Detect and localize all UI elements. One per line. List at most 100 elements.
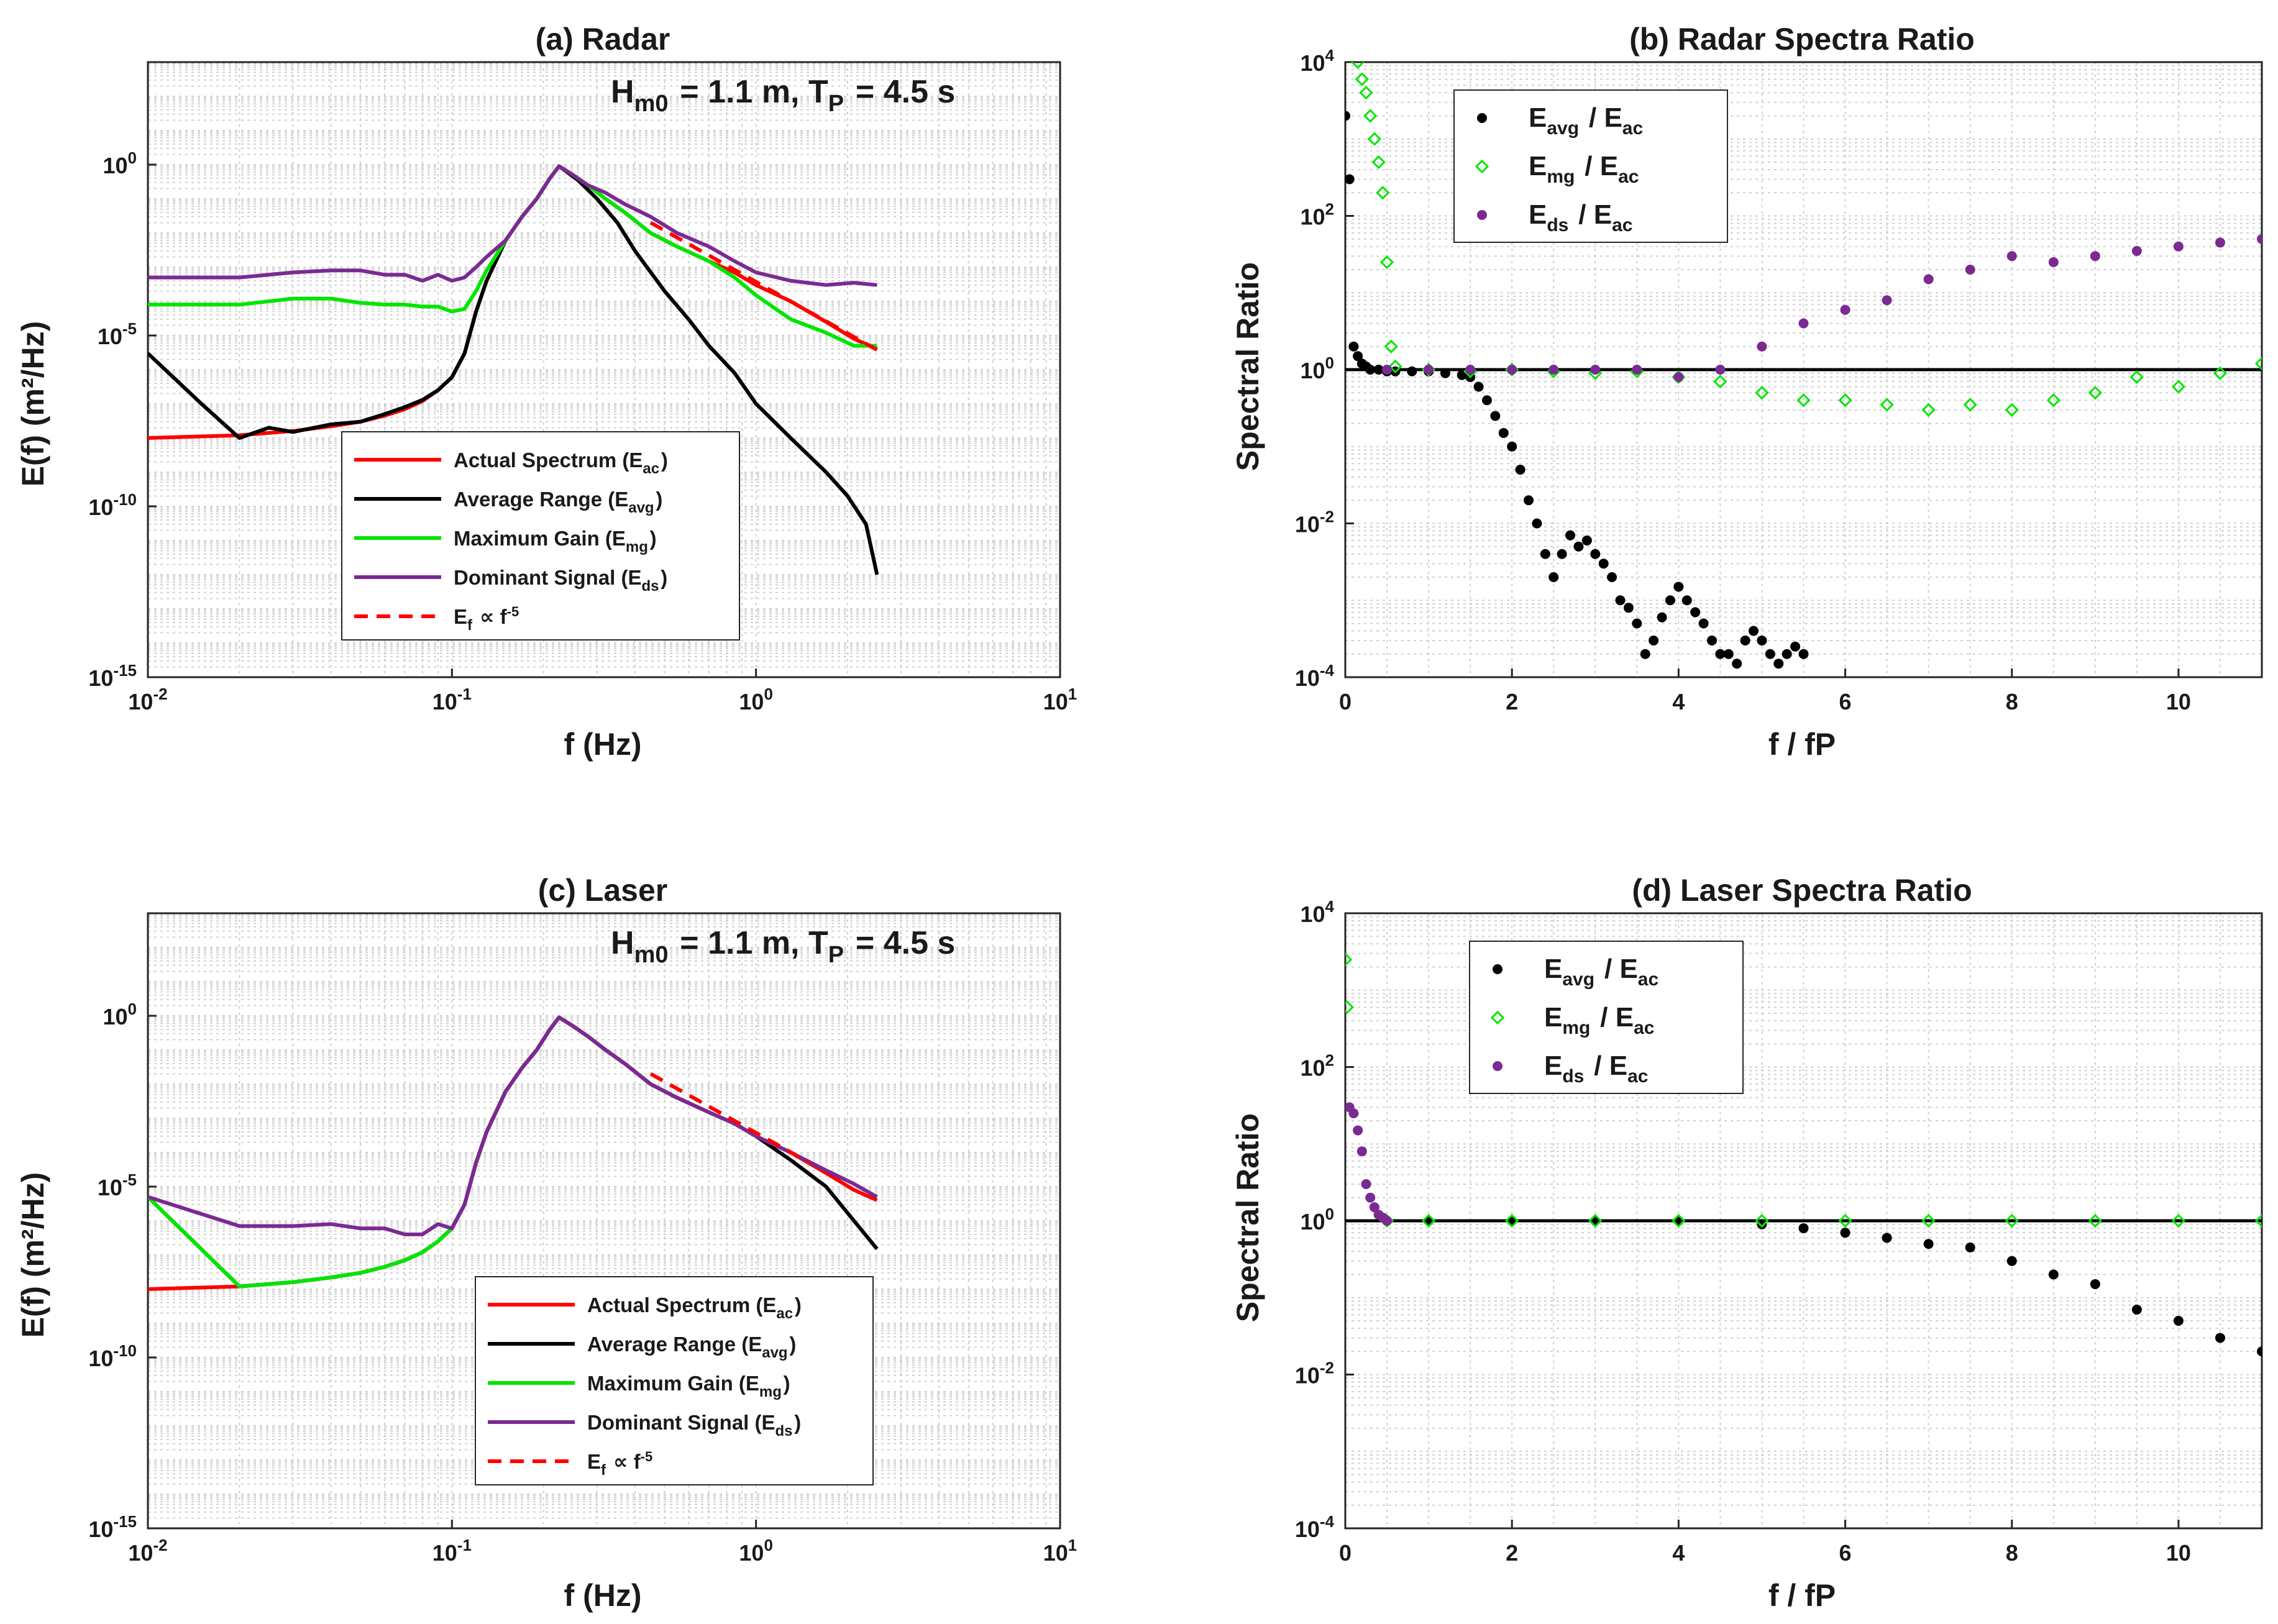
legend-box: [1469, 941, 1744, 1094]
y-tick-label: 10-10: [88, 490, 137, 520]
plot-d: 0 2 4 6 8 10 10-4 10-2 100 102 104 Eavg / Eac Emg /…: [1295, 897, 2263, 1566]
data-point: [1921, 1213, 1936, 1228]
data-point: [1649, 635, 1659, 645]
data-point: [1548, 572, 1559, 582]
data-point: [1355, 72, 1369, 86]
data-point: [2215, 1333, 2225, 1343]
data-point: [1965, 1242, 1975, 1252]
y-tick-label: 10-15: [88, 1512, 137, 1542]
y-tick-label: 100: [1300, 1205, 1334, 1234]
data-point: [1382, 365, 1393, 375]
data-point: [1369, 1202, 1379, 1213]
data-point: [1367, 132, 1382, 146]
data-point: [1923, 274, 1934, 285]
y-axis-label: Spectral Ratio: [1230, 1113, 1265, 1322]
legend-swatch: [1490, 1010, 1505, 1025]
ticks: 0 2 4 6 8 10 10-4 10-2 100 102 104: [1295, 46, 2191, 714]
data-point: [1457, 370, 1467, 380]
y-tick-label: 10-15: [88, 661, 137, 691]
data-point: [2173, 241, 2184, 252]
legend: Eavg / Eac Emg / Eac Eds / Eac: [1453, 89, 1728, 243]
y-tick-label: 10-4: [1295, 1512, 1335, 1542]
x-tick-label: 2: [1506, 1540, 1518, 1566]
data-point: [1345, 952, 1353, 967]
chart-title: (b) Radar Spectra Ratio: [1629, 22, 1975, 57]
x-tick-label: 100: [739, 685, 773, 714]
y-tick-label: 10-4: [1295, 661, 1335, 691]
data-point: [1440, 368, 1450, 378]
data-point: [1498, 427, 1509, 438]
data-point: [1732, 659, 1742, 669]
data-point: [2131, 1304, 2142, 1315]
axes-box: [147, 61, 1061, 678]
data-point: [2048, 257, 2059, 268]
legend-label: Emg / Eac: [1529, 151, 1641, 187]
data-point: [1698, 618, 1709, 629]
legend-label: Dominant Signal (Eds ): [454, 566, 667, 595]
legend-label: Eds / Eac: [1529, 199, 1635, 235]
data-point: [1573, 541, 1584, 552]
data-point: [2006, 251, 2017, 262]
data-point: [1657, 612, 1667, 623]
data-point: [1707, 635, 1717, 645]
x-tick-label: 6: [1839, 689, 1852, 714]
y-tick-label: 100: [103, 148, 137, 178]
y-tick-label: 104: [1300, 897, 1334, 927]
data-point: [1882, 295, 1892, 306]
annotation: Hm0 = 1.1 m, TP = 4.5 s: [611, 74, 955, 117]
data-point: [1921, 403, 1936, 417]
data-point: [1723, 649, 1734, 659]
x-tick-label: 101: [1043, 685, 1077, 714]
data-point: [1345, 1000, 1354, 1015]
chart-title: (a) Radar: [536, 22, 670, 57]
data-point: [1565, 530, 1576, 541]
data-point: [1348, 1108, 1359, 1119]
chart-title: (c) Laser: [538, 873, 667, 908]
data-point: [1532, 518, 1542, 529]
data-point: [1548, 365, 1559, 375]
data-point: [1382, 1216, 1393, 1226]
data-point: [1515, 465, 1526, 475]
data-point: [1632, 618, 1642, 629]
x-tick-label: 101: [1043, 1536, 1077, 1566]
data-point: [1379, 255, 1394, 270]
data-point: [2006, 1256, 2017, 1266]
x-tick-label: 4: [1672, 689, 1685, 714]
data-point: [1796, 393, 1811, 408]
data-point: [1755, 1213, 1769, 1228]
legend: Eavg / Eac Emg / Eac Eds / Eac: [1469, 941, 1744, 1094]
legend-swatch: [1493, 1061, 1503, 1071]
data-point: [1359, 86, 1373, 100]
data-point: [1672, 1213, 1686, 1228]
data-point: [1371, 155, 1386, 170]
legend-label: Eavg / Eac: [1544, 954, 1661, 990]
annotation: Hm0 = 1.1 m, TP = 4.5 s: [611, 925, 955, 968]
data-point: [1882, 1233, 1892, 1243]
legend-label: Actual Spectrum (Eac ): [454, 449, 668, 477]
x-tick-label: 0: [1339, 689, 1352, 714]
legend-label: Average Range (Eavg ): [587, 1333, 796, 1361]
data-point: [1757, 341, 1767, 352]
data-point: [1348, 341, 1359, 352]
data-point: [2088, 1213, 2102, 1228]
plot-a: 10-2 10-1 100 101 10-15 10-10 10-5 100 Hm0 = 1.1…: [88, 61, 1077, 714]
x-tick-label: 2: [1506, 689, 1518, 714]
y-tick-label: 10-5: [98, 319, 137, 349]
x-axis-label: f (Hz): [564, 1578, 642, 1613]
data-point: [1798, 1223, 1809, 1233]
legend-label: Ef ∝ f-5: [587, 1449, 654, 1479]
legend-label: Maximum Gain (Emg ): [454, 527, 657, 555]
y-tick-label: 10-2: [1295, 508, 1334, 537]
data-point: [1615, 595, 1626, 606]
data-point: [1373, 365, 1384, 375]
y-tick-label: 10-10: [88, 1341, 137, 1371]
data-point: [2129, 370, 2144, 385]
data-point: [2090, 251, 2100, 262]
legend-swatch: [1493, 964, 1503, 974]
data-point: [1507, 1216, 1517, 1226]
axes-box: [147, 912, 1061, 1530]
legend-label: Ef ∝ f-5: [454, 604, 521, 634]
legend-label: Average Range (Eavg ): [454, 488, 662, 516]
data-point: [1838, 393, 1852, 408]
data-point: [1363, 109, 1378, 123]
